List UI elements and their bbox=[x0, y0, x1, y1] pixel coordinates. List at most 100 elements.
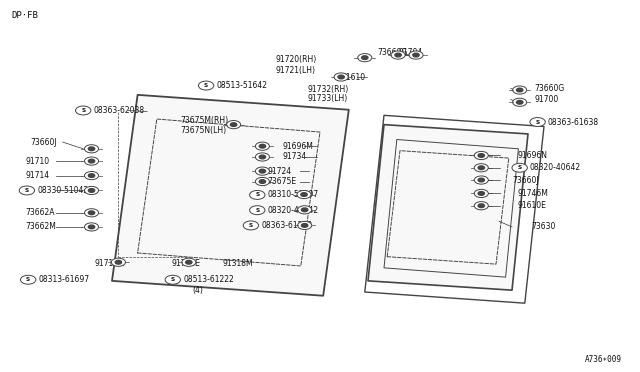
Text: S: S bbox=[536, 119, 540, 125]
Text: 91696N: 91696N bbox=[517, 151, 547, 160]
Text: 91746M: 91746M bbox=[517, 189, 548, 198]
Text: 08320-40642: 08320-40642 bbox=[530, 163, 581, 172]
Text: 73660J: 73660J bbox=[31, 138, 58, 147]
Circle shape bbox=[358, 54, 372, 62]
Circle shape bbox=[186, 260, 192, 264]
Circle shape bbox=[391, 51, 405, 59]
Text: 91718M: 91718M bbox=[95, 259, 125, 268]
Text: 08313-61697: 08313-61697 bbox=[38, 275, 90, 284]
Circle shape bbox=[255, 153, 269, 161]
Circle shape bbox=[474, 202, 488, 210]
Text: 91696M: 91696M bbox=[283, 142, 314, 151]
Circle shape bbox=[255, 167, 269, 175]
Text: S: S bbox=[81, 108, 85, 113]
Circle shape bbox=[84, 223, 99, 231]
Circle shape bbox=[474, 164, 488, 172]
Circle shape bbox=[88, 189, 95, 192]
Text: 91710: 91710 bbox=[26, 157, 50, 166]
Circle shape bbox=[250, 206, 265, 215]
Text: S: S bbox=[518, 165, 522, 170]
Text: S: S bbox=[25, 188, 29, 193]
Circle shape bbox=[259, 155, 266, 159]
Text: 73675N(LH): 73675N(LH) bbox=[180, 126, 227, 135]
Text: 91704: 91704 bbox=[398, 48, 422, 57]
Text: 73660G: 73660G bbox=[378, 48, 408, 57]
Circle shape bbox=[88, 211, 95, 215]
Polygon shape bbox=[368, 125, 528, 290]
Circle shape bbox=[409, 51, 423, 59]
Circle shape bbox=[259, 180, 266, 183]
Text: 91714: 91714 bbox=[26, 171, 50, 180]
Text: S: S bbox=[26, 277, 30, 282]
Circle shape bbox=[259, 144, 266, 148]
Text: 91732(RH): 91732(RH) bbox=[307, 85, 348, 94]
Polygon shape bbox=[112, 95, 349, 296]
Circle shape bbox=[301, 224, 308, 227]
Circle shape bbox=[516, 100, 523, 104]
Circle shape bbox=[530, 118, 545, 126]
Circle shape bbox=[513, 98, 527, 106]
Circle shape bbox=[297, 190, 311, 199]
Text: 73630: 73630 bbox=[531, 222, 556, 231]
Text: 91718E: 91718E bbox=[172, 259, 200, 268]
Text: 91610: 91610 bbox=[341, 73, 365, 81]
Text: S: S bbox=[204, 83, 208, 88]
Circle shape bbox=[516, 88, 523, 92]
Circle shape bbox=[255, 177, 269, 186]
Circle shape bbox=[395, 53, 401, 57]
Circle shape bbox=[478, 178, 484, 182]
Text: 73662A: 73662A bbox=[26, 208, 55, 217]
Text: 91734: 91734 bbox=[283, 153, 307, 161]
Text: 73660G: 73660G bbox=[534, 84, 564, 93]
Circle shape bbox=[88, 147, 95, 151]
Circle shape bbox=[88, 159, 95, 163]
Circle shape bbox=[250, 190, 265, 199]
Circle shape bbox=[255, 142, 269, 150]
Circle shape bbox=[84, 171, 99, 180]
Circle shape bbox=[478, 166, 484, 170]
Circle shape bbox=[84, 186, 99, 195]
Text: 73675E: 73675E bbox=[268, 177, 297, 186]
Circle shape bbox=[338, 75, 344, 79]
Text: S: S bbox=[171, 277, 175, 282]
Text: S: S bbox=[249, 223, 253, 228]
Circle shape bbox=[243, 221, 259, 230]
Circle shape bbox=[115, 260, 122, 264]
Circle shape bbox=[298, 221, 312, 230]
Text: 91720(RH): 91720(RH) bbox=[275, 55, 316, 64]
Text: 73660J: 73660J bbox=[512, 176, 539, 185]
Text: 91700: 91700 bbox=[534, 95, 559, 104]
Circle shape bbox=[84, 145, 99, 153]
Circle shape bbox=[301, 193, 307, 196]
Circle shape bbox=[362, 56, 368, 60]
Text: 73675M(RH): 73675M(RH) bbox=[180, 116, 228, 125]
Circle shape bbox=[19, 186, 35, 195]
Text: 91721(LH): 91721(LH) bbox=[275, 66, 315, 75]
Text: 08310-51097: 08310-51097 bbox=[268, 190, 319, 199]
Circle shape bbox=[478, 192, 484, 195]
Text: DP·FB: DP·FB bbox=[12, 11, 38, 20]
Circle shape bbox=[88, 174, 95, 177]
Text: 08363-61238: 08363-61238 bbox=[261, 221, 312, 230]
Circle shape bbox=[76, 106, 91, 115]
Text: (4): (4) bbox=[192, 286, 203, 295]
Circle shape bbox=[165, 275, 180, 284]
Text: S: S bbox=[255, 192, 259, 198]
Circle shape bbox=[512, 163, 527, 172]
Circle shape bbox=[230, 123, 237, 126]
Text: 08330-51042: 08330-51042 bbox=[37, 186, 88, 195]
Text: S: S bbox=[255, 208, 259, 213]
Circle shape bbox=[298, 206, 312, 214]
Text: 08363-62038: 08363-62038 bbox=[93, 106, 145, 115]
Circle shape bbox=[111, 258, 125, 266]
Circle shape bbox=[413, 53, 419, 57]
Text: 91733(LH): 91733(LH) bbox=[307, 94, 348, 103]
Text: 08363-61638: 08363-61638 bbox=[548, 118, 599, 126]
Circle shape bbox=[474, 189, 488, 198]
Circle shape bbox=[84, 209, 99, 217]
Circle shape bbox=[474, 176, 488, 184]
Text: 91318M: 91318M bbox=[223, 259, 253, 268]
Text: 91724: 91724 bbox=[268, 167, 292, 176]
Circle shape bbox=[88, 225, 95, 229]
Circle shape bbox=[259, 169, 266, 173]
